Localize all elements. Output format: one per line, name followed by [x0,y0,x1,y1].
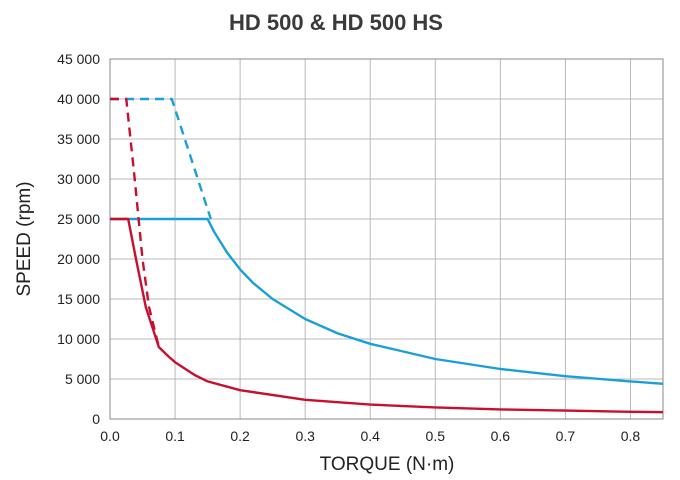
y-tick-label: 10 000 [57,331,100,347]
x-tick-label: 0.6 [491,428,511,444]
series-line-4 [110,97,160,348]
series-line-2 [110,97,212,220]
y-tick-label: 35 000 [57,131,100,147]
y-tick-label: 15 000 [57,291,100,307]
y-tick-label: 5 000 [65,371,100,387]
series-group [110,97,664,414]
x-tick-label: 0.5 [426,428,446,444]
y-axis-label: SPEED (rpm) [14,181,35,296]
chart-title: HD 500 & HD 500 HS [229,10,443,35]
y-axis-ticks: 0 5 000 10 000 15 000 20 000 25 000 30 000 35 0… [57,51,100,427]
grid [110,59,663,419]
x-tick-label: 0.4 [361,428,381,444]
x-tick-label: 0.0 [100,428,120,444]
x-axis-label: TORQUE (N·m) [320,454,455,475]
x-tick-label: 0.1 [165,428,185,444]
y-tick-label: 0 [92,411,100,427]
y-tick-label: 40 000 [57,91,100,107]
y-tick-label: 45 000 [57,51,100,67]
series-line-1 [110,217,664,385]
x-tick-label: 0.8 [621,428,641,444]
x-axis-ticks: 0.0 0.1 0.2 0.3 0.4 0.5 0.6 0.7 0.8 [100,428,640,444]
x-tick-label: 0.2 [230,428,250,444]
x-tick-label: 0.3 [295,428,315,444]
series-line-3 [110,217,664,414]
y-tick-label: 30 000 [57,171,100,187]
y-tick-label: 25 000 [57,211,100,227]
y-tick-label: 20 000 [57,251,100,267]
plot-frame [109,58,664,420]
x-tick-label: 0.7 [556,428,576,444]
